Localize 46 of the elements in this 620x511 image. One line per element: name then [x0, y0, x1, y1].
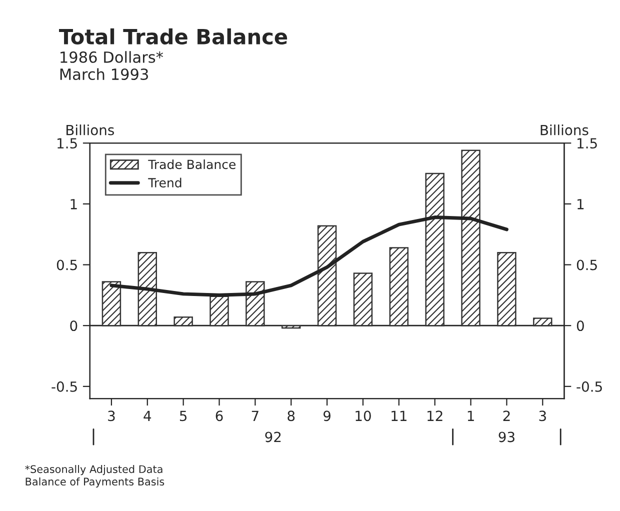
- x-tick-label: 6: [216, 410, 223, 422]
- x-tick-label: 9: [324, 410, 330, 422]
- bar: [210, 296, 229, 326]
- bar: [282, 324, 301, 329]
- x-tick-label: 10: [356, 410, 371, 422]
- y-tick-label: 1.5: [58, 138, 77, 149]
- y2-tick-label: -0.5: [576, 381, 602, 392]
- x-tick-label: 5: [180, 410, 187, 422]
- bar: [533, 318, 552, 326]
- y2-tick-label: 0.5: [576, 260, 597, 270]
- x-tick-label: 7: [252, 410, 258, 421]
- chart-subtitle: 1986 Dollars* March 1993: [60, 51, 164, 80]
- bar: [138, 252, 157, 326]
- x-tick-label: 1: [468, 410, 474, 421]
- chart-title: Total Trade Balance: [59, 28, 288, 45]
- bar: [353, 272, 373, 326]
- legend-label: Trend: [148, 178, 182, 188]
- y2-tick-label: 1: [578, 199, 584, 210]
- x-tick-label: 8: [288, 410, 295, 422]
- bar: [246, 281, 265, 326]
- y-tick-label: 0.5: [56, 260, 77, 270]
- y-tick-label: 1: [70, 199, 77, 210]
- y2-tick-label: 1.5: [578, 138, 597, 149]
- x-tick-label: 4: [144, 410, 152, 421]
- legend-label: Trade Balance: [148, 159, 236, 170]
- bar: [497, 252, 516, 326]
- y-axis-title: Billions: [66, 124, 114, 136]
- line-series: [110, 216, 508, 297]
- x-tick-label: 12: [428, 410, 442, 421]
- text: *Seasonally Adjusted Data Balance of Payments Basis: [25, 465, 164, 488]
- y-tick-label: -0.5: [52, 381, 77, 392]
- bar: [425, 172, 444, 326]
- x-tick-label: 3: [539, 410, 546, 422]
- text: 92: [265, 432, 281, 442]
- bar: [317, 225, 337, 326]
- bar: [174, 316, 193, 326]
- y2-tick-label: 0: [576, 320, 584, 332]
- bar: [389, 247, 409, 326]
- bar: [102, 281, 122, 326]
- y-tick-label: 0: [70, 320, 78, 332]
- bar: [461, 150, 480, 326]
- x-tick-label: 3: [108, 410, 115, 422]
- text: 93: [498, 432, 514, 442]
- x-tick-label: 2: [503, 410, 510, 421]
- y2-axis-title: Billions: [540, 124, 588, 136]
- x-tick-label: 11: [392, 410, 406, 421]
